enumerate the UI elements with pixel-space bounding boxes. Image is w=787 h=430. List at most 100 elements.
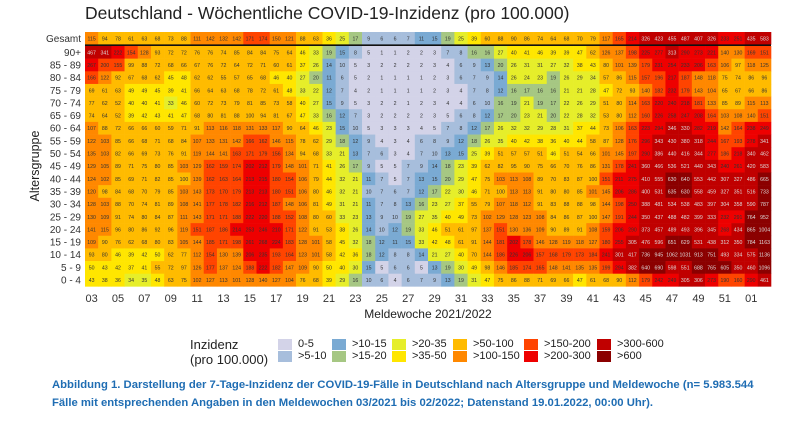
cell-value-label: 41	[168, 114, 174, 120]
heatmap-cell	[428, 147, 442, 161]
heatmap-cell	[480, 185, 495, 199]
heatmap-cell	[230, 109, 244, 123]
cell-value-label: 420	[747, 164, 756, 170]
heatmap-cell	[348, 134, 363, 148]
cell-value-label: 12	[353, 139, 359, 145]
cell-value-label: 534	[668, 202, 677, 208]
cell-value-label: 486	[747, 177, 756, 183]
heatmap-cell	[731, 159, 745, 173]
heatmap-cell	[414, 185, 429, 199]
cell-value-label: 64	[300, 126, 306, 132]
cell-value-label: 7	[473, 88, 476, 94]
cell-value-label: 68	[168, 139, 174, 145]
cell-value-label: 39	[326, 278, 332, 284]
heatmap-cell	[493, 46, 508, 59]
cell-value-label: 147	[602, 215, 611, 221]
cell-value-label: 144	[483, 240, 492, 246]
cell-value-label: 44	[590, 126, 596, 132]
heatmap-cell	[467, 210, 482, 224]
heatmap-cell	[441, 197, 455, 211]
heatmap-cell	[348, 261, 363, 274]
heatmap-cell	[243, 248, 257, 262]
cell-value-label: 111	[193, 36, 201, 42]
cell-value-label: 60	[155, 126, 161, 132]
cell-value-label: 19	[511, 101, 517, 107]
cell-value-label: 273	[707, 278, 716, 284]
heatmap-cell	[124, 261, 139, 274]
cell-value-label: 33	[339, 215, 345, 221]
cell-value-label: 72	[115, 126, 121, 132]
cell-value-label: 233	[720, 36, 729, 42]
cell-value-label: 26	[498, 126, 504, 132]
cell-value-label: 3	[446, 76, 449, 82]
cell-value-label: 6	[380, 152, 383, 158]
cell-value-label: 68	[168, 63, 174, 69]
heatmap-cell	[428, 58, 442, 72]
cell-value-label: 78	[115, 36, 121, 42]
cell-value-label: 90	[313, 265, 319, 271]
heatmap-cell	[216, 235, 231, 249]
row-label: 50 - 54	[50, 149, 82, 160]
cell-value-label: 27	[300, 76, 306, 82]
cell-value-label: 61	[458, 240, 464, 246]
heatmap-cell	[388, 261, 402, 274]
cell-value-label: 66	[128, 126, 134, 132]
heatmap-cell	[388, 197, 402, 211]
heatmap-cell	[639, 134, 653, 148]
cell-value-label: 10	[366, 189, 372, 195]
cell-value-label: 7	[473, 76, 476, 82]
heatmap-cell	[203, 46, 218, 59]
figure-caption: Abbildung 1. Darstellung der 7-Tage-Inzi…	[52, 379, 754, 409]
cell-value-label: 423	[655, 36, 664, 42]
cell-value-label: 33	[326, 152, 332, 158]
heatmap-cell	[256, 32, 270, 45]
cell-value-label: 73	[603, 126, 609, 132]
cell-value-label: 36	[115, 278, 121, 284]
heatmap-cell	[348, 223, 363, 237]
heatmap-cell	[111, 185, 125, 199]
heatmap-cell	[705, 235, 719, 249]
cell-value-label: 267	[87, 63, 96, 69]
cell-value-label: 70	[550, 177, 556, 183]
heatmap-cell	[639, 273, 653, 287]
legend-label: >10-15	[352, 338, 387, 350]
cell-value-label: 5	[420, 265, 423, 271]
heatmap-cell	[586, 71, 600, 85]
heatmap-cell	[546, 46, 561, 59]
cell-value-label: 118	[747, 63, 755, 69]
cell-value-label: 122	[298, 227, 307, 233]
heatmap-cell	[164, 223, 178, 237]
heatmap-cell	[190, 32, 205, 45]
heatmap-cell	[322, 197, 336, 211]
cell-value-label: 86	[141, 227, 147, 233]
heatmap-cell	[718, 223, 732, 237]
cell-value-label: 151	[193, 227, 202, 233]
cell-value-label: 4	[420, 126, 423, 132]
cell-value-label: 223	[641, 126, 650, 132]
cell-value-label: 1	[380, 50, 383, 56]
heatmap-cell	[467, 109, 482, 123]
heatmap-cell	[177, 58, 191, 72]
cell-value-label: 109	[298, 265, 307, 271]
cell-value-label: 178	[219, 202, 228, 208]
heatmap-cell	[282, 235, 297, 249]
heatmap-cell	[177, 223, 191, 237]
cell-value-label: 148	[694, 76, 703, 82]
heatmap-cell	[599, 83, 613, 97]
heatmap-cell	[190, 71, 205, 85]
heatmap-cell	[296, 248, 310, 262]
heatmap-cell	[111, 147, 125, 161]
heatmap-cell	[467, 58, 482, 72]
heatmap: 115 94 78 61 63 68 73 88 111 142 132 142 171 174 150 12…	[28, 32, 772, 321]
cell-value-label: 6	[460, 63, 463, 69]
cell-value-label: 1136	[759, 253, 770, 259]
heatmap-cell	[203, 71, 218, 85]
heatmap-cell	[98, 109, 112, 123]
heatmap-cell	[678, 210, 693, 224]
heatmap-cell	[375, 210, 389, 224]
cell-value-label: 3	[446, 88, 449, 94]
heatmap-cell	[718, 96, 732, 110]
cell-value-label: 59	[168, 126, 174, 132]
heatmap-cell	[612, 58, 627, 72]
row-label: 70 - 74	[50, 98, 82, 109]
